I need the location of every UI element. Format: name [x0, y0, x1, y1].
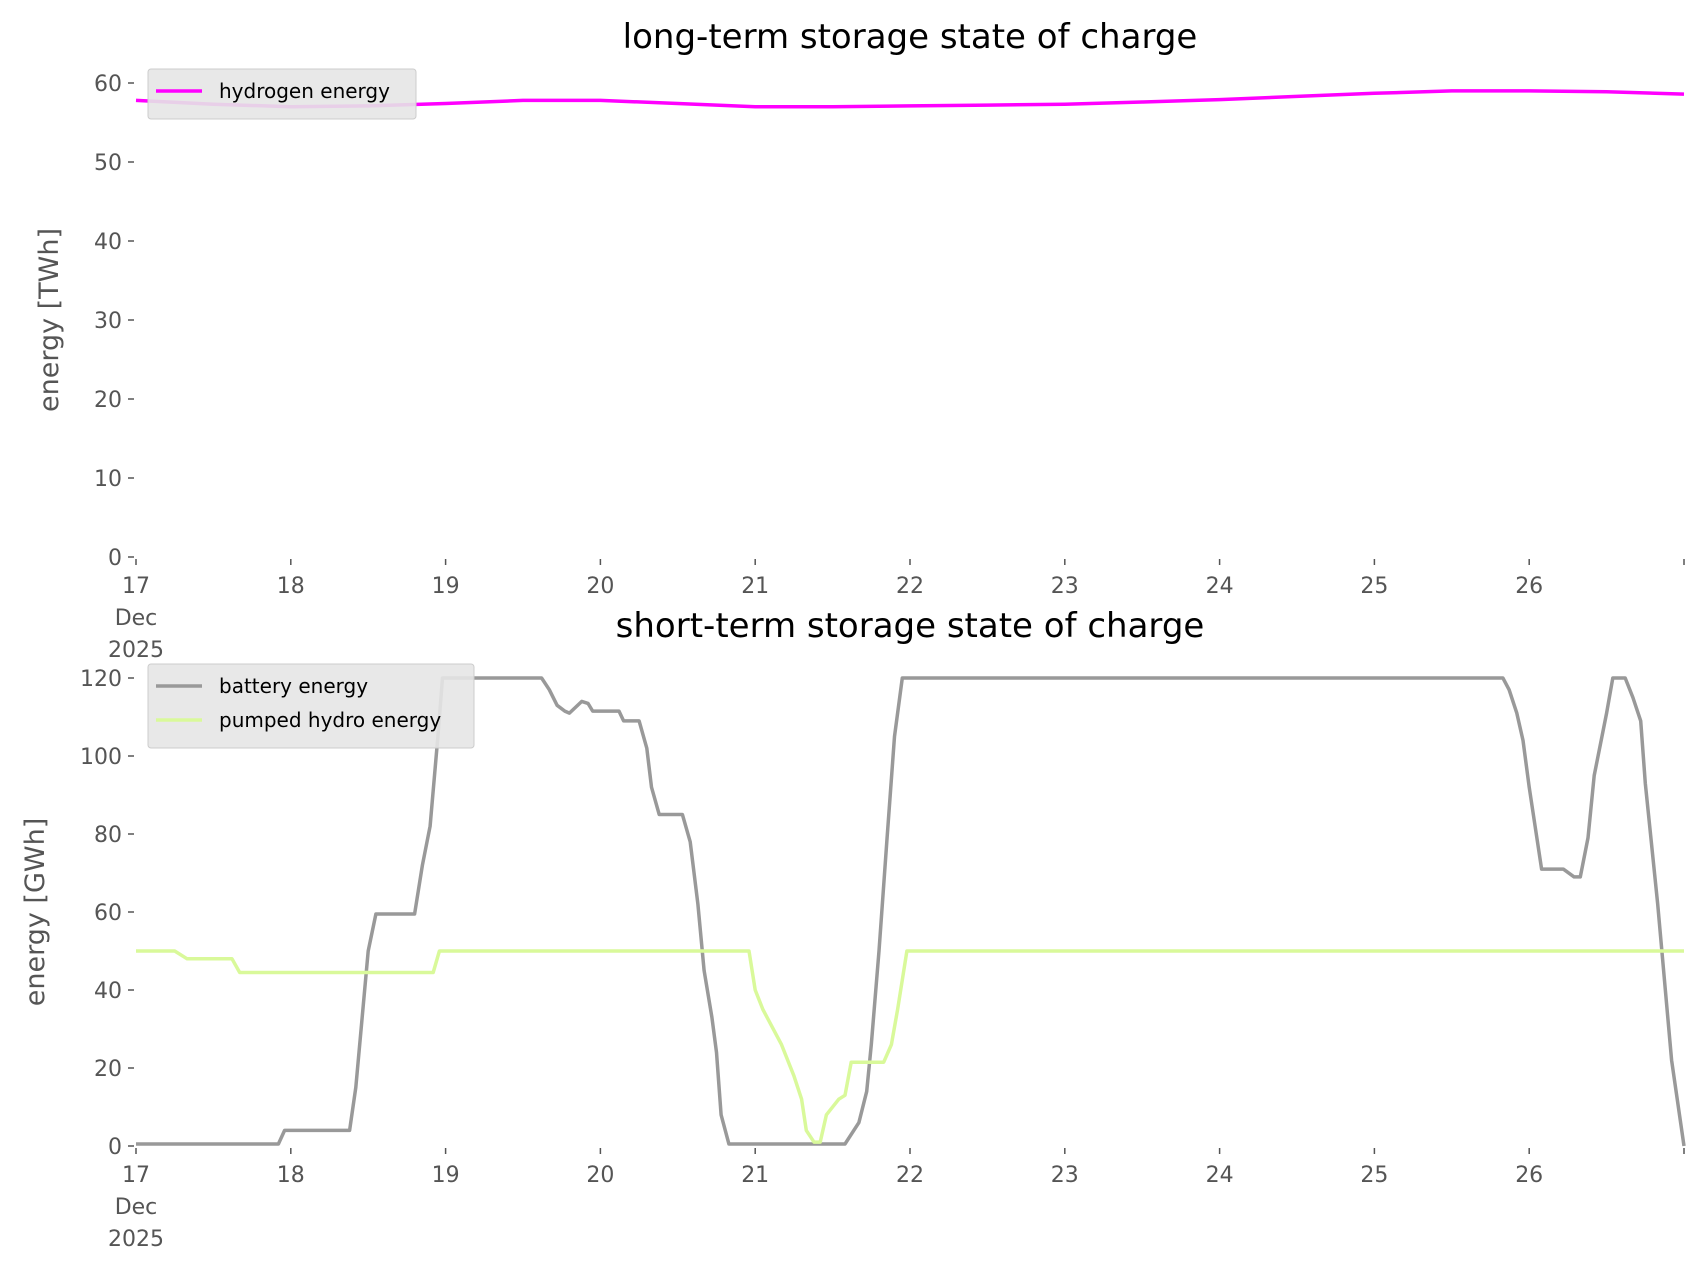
x-tick-label: 26 — [1515, 1163, 1543, 1188]
x-tick-label: 22 — [896, 574, 924, 599]
x-tick-label: Dec — [115, 606, 158, 631]
legend-label: hydrogen energy — [219, 79, 390, 103]
x-tick-label: 25 — [1360, 1163, 1388, 1188]
legend: hydrogen energy — [147, 68, 417, 120]
x-tick-label: 17 — [122, 574, 150, 599]
x-tick-label: 17 — [122, 1163, 150, 1188]
y-tick-label: 20 — [94, 1057, 122, 1082]
x-tick-label: 22 — [896, 1163, 924, 1188]
x-tick-label: 18 — [277, 574, 305, 599]
y-tick-label: 0 — [108, 1135, 122, 1160]
x-tick-label: 19 — [432, 574, 460, 599]
chart-title: long-term storage state of charge — [623, 17, 1198, 57]
x-tick-label: 2025 — [108, 638, 164, 663]
legend-label: battery energy — [219, 674, 368, 698]
y-tick-label: 0 — [108, 546, 122, 571]
y-tick-label: 120 — [80, 667, 122, 692]
x-tick-label: 21 — [741, 574, 769, 599]
x-tick-label: 2025 — [108, 1227, 164, 1252]
x-tick-label: 21 — [741, 1163, 769, 1188]
x-tick-label: 23 — [1051, 574, 1079, 599]
x-tick-label: 18 — [277, 1163, 305, 1188]
y-tick-label: 10 — [94, 467, 122, 492]
y-tick-label: 30 — [94, 309, 122, 334]
x-tick-label: 23 — [1051, 1163, 1079, 1188]
chart-panel-2: short-term storage state of charge energy… — [20, 606, 1686, 1252]
x-tick-label: 24 — [1206, 1163, 1234, 1188]
legend-label: pumped hydro energy — [219, 708, 441, 732]
legend: battery energy pumped hydro energy — [147, 663, 475, 749]
x-tick-label: 19 — [432, 1163, 460, 1188]
y-tick-label: 40 — [94, 230, 122, 255]
y-tick-label: 100 — [80, 745, 122, 770]
y-tick-label: 20 — [94, 388, 122, 413]
chart-panel-1: long-term storage state of charge energy … — [34, 17, 1685, 663]
series-line-pumped-hydro-energy — [136, 949, 1684, 1144]
y-tick-label: 80 — [94, 823, 122, 848]
y-axis-label: energy [TWh] — [34, 228, 65, 412]
x-tick-label: 25 — [1360, 574, 1388, 599]
legend-box — [147, 663, 475, 749]
x-tick-label: 26 — [1515, 574, 1543, 599]
y-axis-label: energy [GWh] — [20, 818, 51, 1006]
y-tick-label: 60 — [94, 72, 122, 97]
y-tick-label: 60 — [94, 901, 122, 926]
y-tick-label: 50 — [94, 151, 122, 176]
y-tick-label: 40 — [94, 979, 122, 1004]
chart-title: short-term storage state of charge — [616, 606, 1205, 646]
x-tick-label: 20 — [586, 1163, 614, 1188]
legend-box — [147, 68, 417, 120]
x-tick-label: 24 — [1206, 574, 1234, 599]
x-tick-label: Dec — [115, 1195, 158, 1220]
x-tick-label: 20 — [586, 574, 614, 599]
